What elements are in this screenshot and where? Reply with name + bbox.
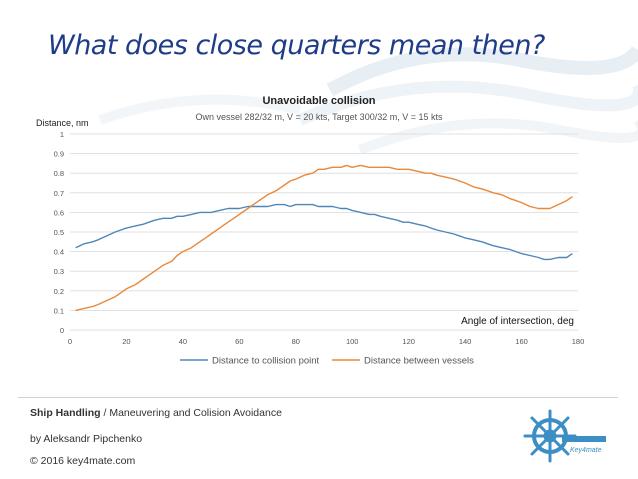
y-tick-label: 0.6: [54, 208, 64, 217]
y-tick-label: 0.3: [54, 267, 64, 276]
y-tick-label: 0.9: [54, 150, 64, 159]
x-axis-label: Angle of intersection, deg: [461, 316, 574, 327]
line-chart: Unavoidable collision Own vessel 282/32 m…: [36, 95, 585, 367]
y-tick-label: 0.4: [54, 248, 64, 257]
y-tick-label: 0.2: [54, 287, 64, 296]
legend-label-1: Distance to collision point: [212, 356, 320, 367]
course-line: Ship Handling / Maneuvering and Colision…: [30, 407, 282, 419]
x-tick-label: 20: [122, 337, 130, 346]
x-tick-label: 180: [572, 337, 585, 346]
course-name: Ship Handling: [30, 407, 101, 419]
slide-title: What does close quarters mean then?: [48, 30, 545, 61]
y-axis-label: Distance, nm: [36, 118, 89, 128]
wave-background-graphic: [98, 45, 638, 155]
x-tick-label: 80: [292, 337, 300, 346]
x-tick-label: 120: [402, 337, 415, 346]
chart-subtitle: Own vessel 282/32 m, V = 20 kts, Target …: [196, 112, 443, 122]
y-tick-label: 0: [60, 326, 64, 335]
footer-divider: [18, 397, 618, 398]
x-tick-label: 40: [179, 337, 187, 346]
course-topic: / Maneuvering and Colision Avoidance: [100, 407, 282, 419]
y-tick-label: 0.7: [54, 189, 64, 198]
copyright-line: © 2016 key4mate.com: [30, 455, 136, 467]
y-tick-label: 1: [60, 130, 64, 139]
x-tick-label: 100: [346, 337, 359, 346]
y-tick-label: 0.8: [54, 169, 64, 178]
footer: Ship Handling / Maneuvering and Colision…: [0, 395, 638, 479]
chart-title: Unavoidable collision: [262, 95, 375, 107]
series-line-2: [75, 164, 573, 312]
x-tick-label: 0: [68, 337, 72, 346]
series-line-1: [75, 203, 573, 261]
key4mate-logo-icon: Key4mate: [523, 409, 606, 463]
y-tick-label: 0.1: [54, 306, 64, 315]
x-tick-label: 160: [515, 337, 528, 346]
legend-label-2: Distance between vessels: [364, 356, 474, 367]
logo-text: Key4mate: [570, 447, 602, 454]
x-tick-label: 140: [459, 337, 472, 346]
y-tick-label: 0.5: [54, 228, 64, 237]
x-tick-label: 60: [235, 337, 243, 346]
author-line: by Aleksandr Pipchenko: [30, 433, 143, 445]
